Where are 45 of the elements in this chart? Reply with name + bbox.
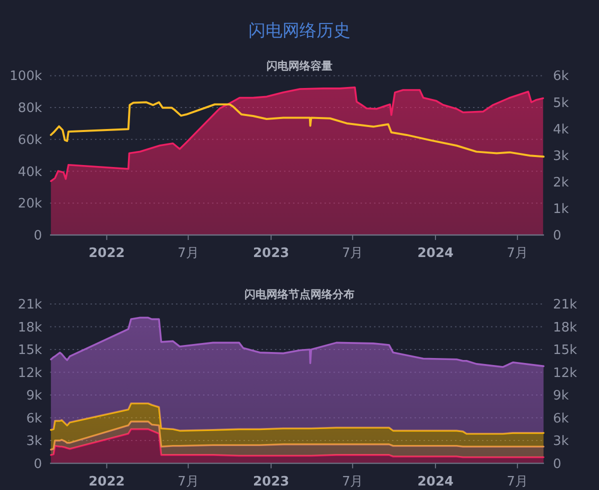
y2-tick-label: 3k	[553, 148, 570, 164]
y-tick-label: 21k	[18, 298, 42, 312]
x-tick-label: 2023	[253, 474, 290, 490]
y-tick-label: 40k	[18, 164, 42, 180]
y-tick-label: 0	[34, 228, 42, 244]
chart-subtitle: 闪电网络节点网络分布	[244, 288, 354, 301]
y-tick-label: 15k	[18, 343, 42, 358]
y-tick-label: 18k	[18, 320, 42, 336]
y-tick-label: 6k	[26, 411, 42, 426]
y2-tick-label: 1k	[553, 202, 570, 217]
y2-tick-label: 0	[553, 456, 562, 472]
y-tick-label: 80k	[18, 101, 42, 116]
y-tick-label: 0	[34, 456, 42, 472]
y2-tick-label: 5k	[553, 96, 570, 111]
y-tick-label: 100k	[10, 69, 42, 84]
chart-subtitle: 闪电网络容量	[266, 60, 332, 73]
x-tick-label: 7月	[342, 246, 364, 261]
y2-tick-label: 9k	[553, 388, 570, 404]
y2-tick-label: 18k	[553, 320, 578, 336]
y-tick-label: 60k	[18, 132, 42, 148]
y2-tick-label: 0	[553, 228, 562, 244]
y2-tick-label: 3k	[553, 434, 570, 450]
y2-tick-label: 2k	[553, 175, 570, 190]
y-tick-label: 12k	[18, 366, 42, 381]
x-tick-label: 7月	[506, 474, 528, 490]
x-tick-label: 2023	[253, 246, 290, 261]
x-tick-label: 2022	[88, 474, 125, 490]
y2-tick-label: 15k	[553, 343, 578, 358]
x-tick-label: 7月	[506, 246, 528, 261]
x-tick-label: 7月	[178, 246, 199, 261]
x-tick-label: 2024	[417, 474, 454, 490]
y-tick-label: 9k	[26, 388, 42, 404]
y2-tick-label: 4k	[553, 122, 570, 138]
x-tick-label: 2024	[417, 246, 454, 261]
x-tick-label: 7月	[342, 474, 364, 490]
y-tick-label: 3k	[26, 434, 42, 450]
x-tick-label: 7月	[178, 474, 199, 490]
y2-tick-label: 6k	[553, 411, 570, 426]
chart-title: 闪电网络历史	[248, 21, 350, 41]
y2-tick-label: 6k	[553, 69, 570, 84]
y2-tick-label: 21k	[553, 298, 578, 312]
x-tick-label: 2022	[88, 246, 125, 261]
y2-tick-label: 12k	[553, 366, 578, 381]
y-tick-label: 20k	[18, 196, 42, 212]
line-series	[50, 101, 545, 158]
